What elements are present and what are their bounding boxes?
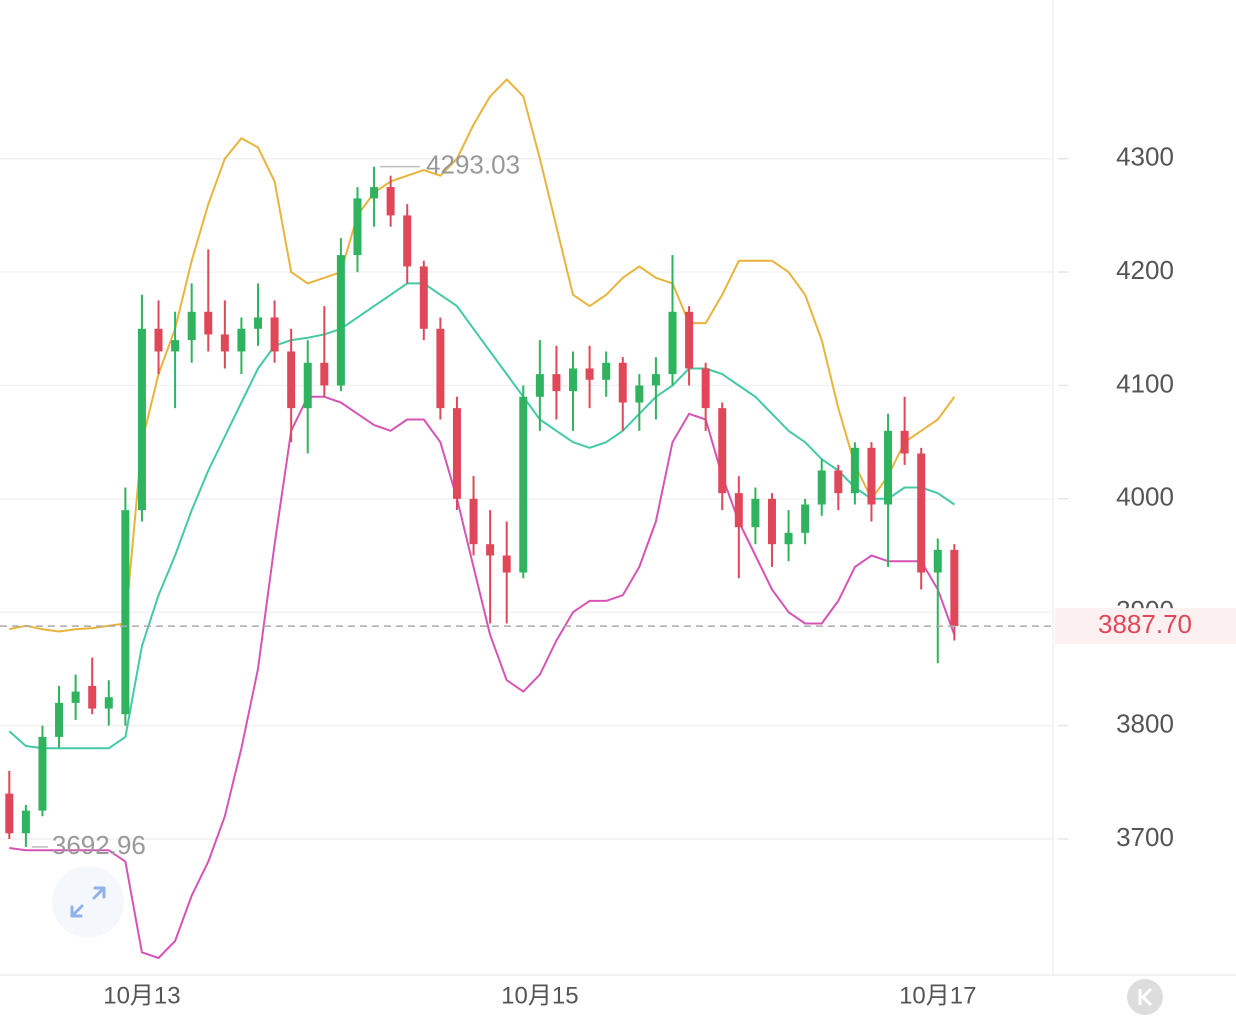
candle-body <box>535 374 544 397</box>
candle-body <box>569 368 578 392</box>
candle-body <box>270 317 279 352</box>
candle-body <box>104 697 113 709</box>
band-line <box>9 395 956 959</box>
candle-body <box>767 498 776 545</box>
candle-body <box>121 510 130 715</box>
candle-body <box>651 374 660 386</box>
candle-body <box>734 493 743 528</box>
x-tick-label: 10月13 <box>103 982 180 1009</box>
candle-body <box>303 362 312 409</box>
candle-body <box>867 447 876 505</box>
candle-body <box>685 311 694 369</box>
candle-body <box>718 408 727 494</box>
candle-body <box>320 362 329 386</box>
candle-body <box>602 362 611 380</box>
candle-body <box>204 311 213 335</box>
candle-body <box>5 793 14 834</box>
candle-body <box>884 430 893 505</box>
plot-area: 370038003900400041004200430010月1310月1510… <box>0 78 1236 1009</box>
candle-body <box>171 340 180 352</box>
expand-button[interactable] <box>52 866 124 938</box>
scroll-end-button[interactable] <box>1127 979 1163 1015</box>
candle-body <box>452 408 461 499</box>
candle-body <box>254 317 262 329</box>
high-label: 4293.03 <box>426 149 520 179</box>
candle-body <box>137 328 146 511</box>
candle-body <box>237 328 246 352</box>
candle-body <box>917 453 926 573</box>
candle-body <box>436 328 445 409</box>
last-price-label: 3887.70 <box>1098 609 1192 639</box>
candle-body <box>353 198 362 256</box>
y-tick-label: 3700 <box>1116 822 1174 852</box>
candle-body <box>469 498 478 545</box>
y-tick-label: 4200 <box>1116 255 1174 285</box>
candle-body <box>933 549 942 573</box>
candle-body <box>55 702 64 737</box>
candle-body <box>187 311 196 341</box>
candle-body <box>370 187 379 199</box>
candle-body <box>71 691 80 703</box>
candle-body <box>751 498 760 528</box>
y-tick-label: 4100 <box>1116 368 1174 398</box>
candle-body <box>834 470 843 494</box>
candle-body <box>817 470 826 505</box>
candle-body <box>552 374 561 392</box>
y-tick-label: 4000 <box>1116 482 1174 512</box>
y-tick-label: 4300 <box>1116 142 1174 172</box>
candle-body <box>486 544 495 556</box>
candle-body <box>900 430 909 454</box>
candle-body <box>502 555 511 573</box>
candle-body <box>519 396 528 573</box>
low-label: 3692.96 <box>52 830 146 860</box>
candle-body <box>701 368 710 409</box>
x-tick-label: 10月15 <box>501 982 578 1009</box>
x-tick-label: 10月17 <box>899 982 976 1009</box>
candle-body <box>88 685 97 709</box>
last-price-tag <box>1055 608 1236 645</box>
candle-body <box>287 351 296 409</box>
candle-body <box>618 362 627 403</box>
candle-body <box>801 504 810 533</box>
candle-body <box>386 187 395 216</box>
y-tick-label: 3800 <box>1116 708 1174 738</box>
candle-body <box>154 328 163 352</box>
candle-body <box>38 736 47 811</box>
candle-body <box>668 311 677 375</box>
candle-body <box>336 255 345 386</box>
candle-body <box>635 385 644 403</box>
candle-body <box>21 810 30 834</box>
band-line <box>8 282 955 750</box>
candle-body <box>403 215 412 267</box>
candle-body <box>585 368 594 380</box>
candle-body <box>419 266 428 329</box>
band-line <box>9 78 956 633</box>
candle-body <box>220 334 229 352</box>
candle-body <box>950 549 959 627</box>
candle-body <box>850 447 859 494</box>
candle-body <box>784 532 793 545</box>
